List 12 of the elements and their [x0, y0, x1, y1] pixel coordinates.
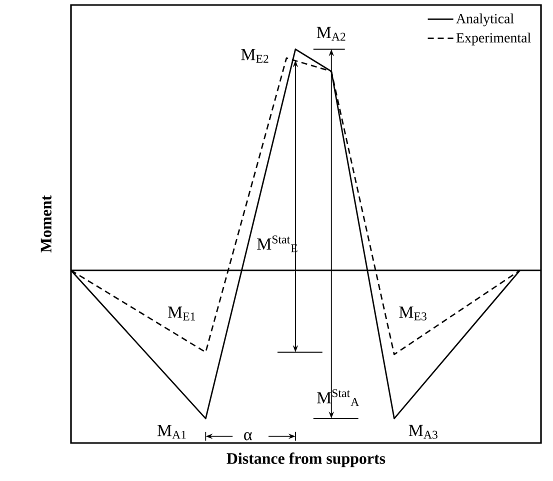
y-axis-title: Moment — [40, 195, 52, 253]
text: M$_{A3}$ — [408, 424, 438, 439]
x-axis-title: Distance from supports — [226, 452, 386, 468]
text: M$_{A2}$ — [316, 26, 346, 41]
annotation: M$_{E1}$ — [168, 306, 196, 320]
legend-label: Analytical — [456, 14, 514, 26]
text: M$_{A1}$ — [157, 424, 186, 439]
annotation: M$^{Stat}$A — [317, 389, 360, 406]
annotation: M$_{E3}$ — [399, 306, 426, 320]
text: α — [244, 432, 252, 440]
annotation: M$_{E2}$ — [241, 49, 268, 63]
legend-label: Experimental — [456, 32, 531, 46]
